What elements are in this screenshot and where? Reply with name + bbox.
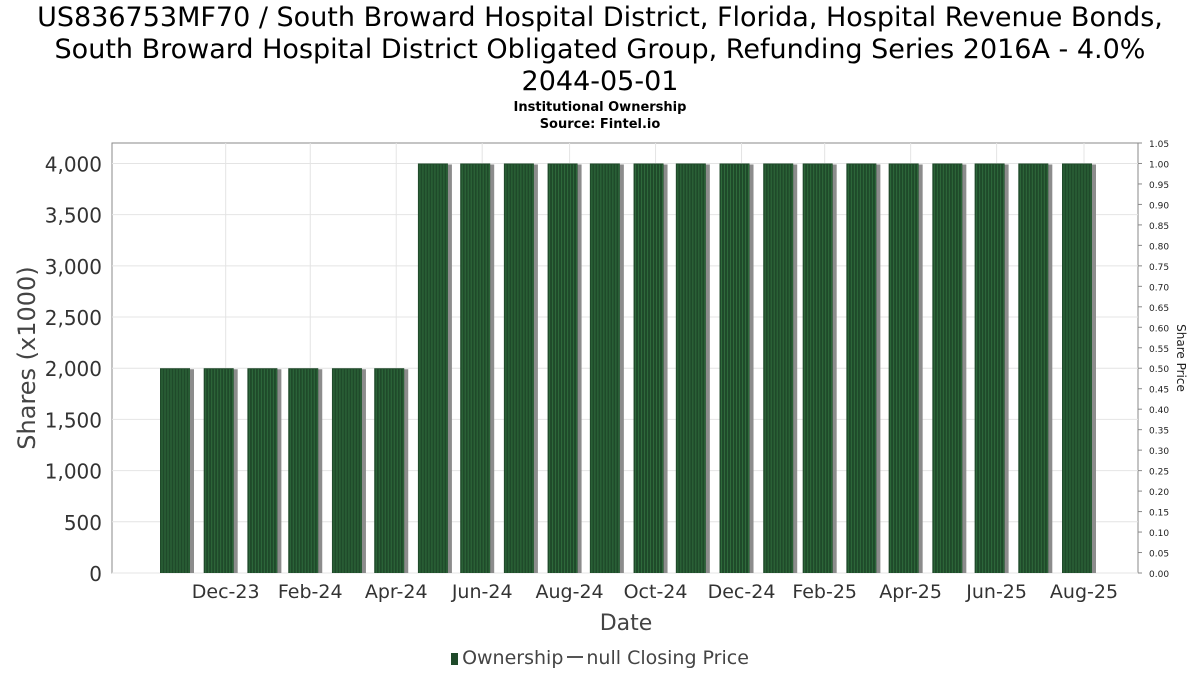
bar-ownership bbox=[633, 163, 664, 573]
y2-tick-label: 0.75 bbox=[1149, 263, 1169, 273]
y2-tick-label: 0.20 bbox=[1149, 488, 1169, 498]
bar-ownership bbox=[1018, 163, 1049, 573]
y-tick-label: 2,500 bbox=[45, 306, 102, 330]
y2-tick-label: 0.15 bbox=[1149, 509, 1169, 519]
bar-ownership bbox=[417, 163, 448, 573]
y-tick-label: 0 bbox=[89, 562, 102, 586]
bar-ownership bbox=[247, 368, 278, 573]
bar-ownership bbox=[763, 163, 794, 573]
y-tick-label: 2,000 bbox=[45, 357, 102, 381]
y2-tick-label: 0.55 bbox=[1149, 345, 1169, 355]
y2-tick-label: 0.25 bbox=[1149, 468, 1169, 478]
y2-tick-label: 0.70 bbox=[1149, 283, 1169, 293]
y2-tick-label: 0.35 bbox=[1149, 427, 1169, 437]
y2-tick-label: 0.50 bbox=[1149, 365, 1169, 375]
y2-axis-label: Share Price bbox=[1174, 324, 1188, 392]
bar-ownership bbox=[503, 163, 534, 573]
y2-tick-label: 0.90 bbox=[1149, 201, 1169, 211]
x-tick-label: Oct-24 bbox=[624, 581, 688, 603]
x-tick-label: Dec-23 bbox=[192, 581, 260, 603]
x-tick-label: Feb-24 bbox=[278, 581, 343, 603]
y2-tick-label: 0.00 bbox=[1149, 570, 1169, 580]
x-tick-label: Dec-24 bbox=[708, 581, 776, 603]
closing-price-legend-line bbox=[567, 656, 584, 658]
x-tick-label: Jun-24 bbox=[451, 581, 513, 603]
bar-ownership bbox=[547, 163, 578, 573]
y-axis-label: Shares (x1000) bbox=[13, 266, 41, 449]
bar-ownership bbox=[374, 368, 405, 573]
y-tick-label: 1,000 bbox=[45, 460, 102, 484]
chart-subtitle: Institutional Ownership bbox=[513, 100, 687, 115]
closing-price-legend-label: null Closing Price bbox=[586, 647, 749, 669]
y2-tick-label: 0.40 bbox=[1149, 406, 1169, 416]
bar-ownership bbox=[974, 163, 1005, 573]
y-tick-label: 500 bbox=[64, 511, 102, 535]
ownership-legend-label: Ownership bbox=[462, 647, 564, 669]
bar-ownership bbox=[160, 368, 190, 573]
x-tick-label: Apr-25 bbox=[879, 581, 942, 603]
y2-tick-label: 0.80 bbox=[1149, 242, 1169, 252]
x-tick-label: Apr-24 bbox=[365, 581, 428, 603]
y2-tick-label: 0.95 bbox=[1149, 181, 1169, 191]
y2-tick-label: 1.05 bbox=[1149, 140, 1169, 150]
x-tick-label: Feb-25 bbox=[792, 581, 857, 603]
y-tick-label: 3,000 bbox=[45, 255, 102, 279]
x-tick-label: Aug-25 bbox=[1050, 581, 1118, 603]
bar-ownership bbox=[460, 163, 491, 573]
chart-source: Source: Fintel.io bbox=[539, 117, 661, 132]
y2-tick-label: 0.30 bbox=[1149, 447, 1169, 457]
y2-tick-label: 1.00 bbox=[1149, 160, 1169, 170]
bar-ownership bbox=[288, 368, 319, 573]
x-axis-label: Date bbox=[600, 611, 653, 636]
ownership-legend-swatch bbox=[451, 653, 459, 665]
y2-tick-label: 0.10 bbox=[1149, 529, 1169, 539]
y-tick-label: 4,000 bbox=[45, 152, 102, 176]
chart-title-line-1: US836753MF70 / South Broward Hospital Di… bbox=[37, 2, 1163, 33]
bar-ownership bbox=[331, 368, 362, 573]
y-tick-label: 3,500 bbox=[45, 204, 102, 228]
y-tick-label: 1,500 bbox=[45, 408, 102, 432]
chart-title-line-2: South Broward Hospital District Obligate… bbox=[54, 34, 1146, 65]
y2-tick-label: 0.85 bbox=[1149, 222, 1169, 232]
bar-ownership bbox=[589, 163, 620, 573]
bar-ownership bbox=[719, 163, 750, 573]
y2-tick-label: 0.60 bbox=[1149, 324, 1169, 334]
x-tick-label: Jun-25 bbox=[965, 581, 1027, 603]
chart-legend: Ownership null Closing Price bbox=[0, 647, 1200, 669]
y2-tick-label: 0.65 bbox=[1149, 304, 1169, 314]
bar-ownership bbox=[932, 163, 963, 573]
bar-ownership bbox=[846, 163, 877, 573]
y2-tick-label: 0.05 bbox=[1149, 550, 1169, 560]
bar-ownership bbox=[203, 368, 234, 573]
bar-ownership bbox=[1062, 163, 1092, 573]
chart-title: US836753MF70 / South Broward Hospital Di… bbox=[0, 2, 1200, 98]
bar-ownership bbox=[888, 163, 919, 573]
chart-title-line-3: 2044-05-01 bbox=[521, 66, 679, 97]
y2-tick-label: 0.45 bbox=[1149, 386, 1169, 396]
x-tick-label: Aug-24 bbox=[536, 581, 604, 603]
bar-ownership bbox=[802, 163, 833, 573]
bar-ownership bbox=[675, 163, 706, 573]
